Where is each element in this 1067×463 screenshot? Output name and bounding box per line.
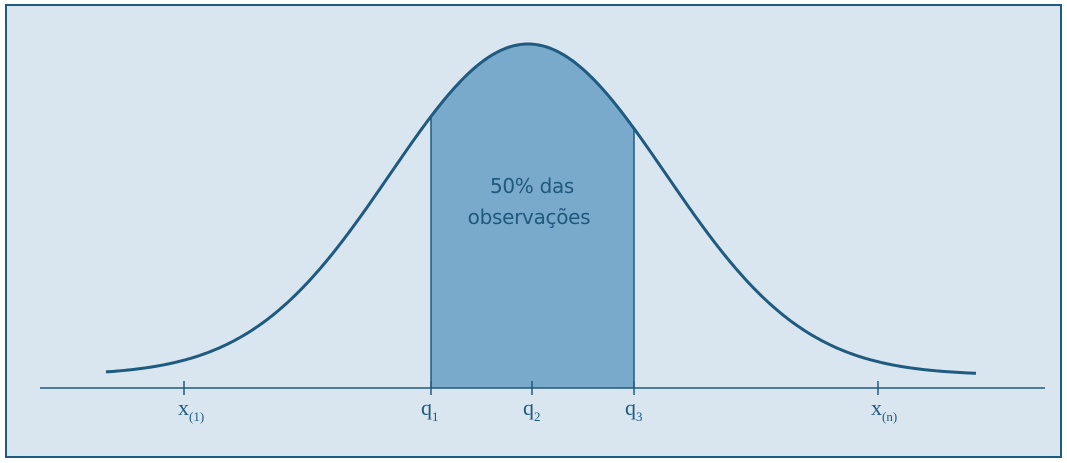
shaded-area-label-line1: 50% das: [490, 174, 574, 198]
tick-label-q3: q3: [625, 395, 643, 424]
density-curve: [105, 42, 977, 375]
tick-label-xn: x(n): [871, 395, 897, 424]
shaded-area-label-line2: observações: [468, 205, 591, 229]
central-50-percent-area: [431, 44, 634, 388]
tick-label-x1: x(1): [178, 395, 204, 424]
tick-label-q1: q1: [421, 395, 439, 424]
tick-label-q2: q2: [523, 395, 541, 424]
